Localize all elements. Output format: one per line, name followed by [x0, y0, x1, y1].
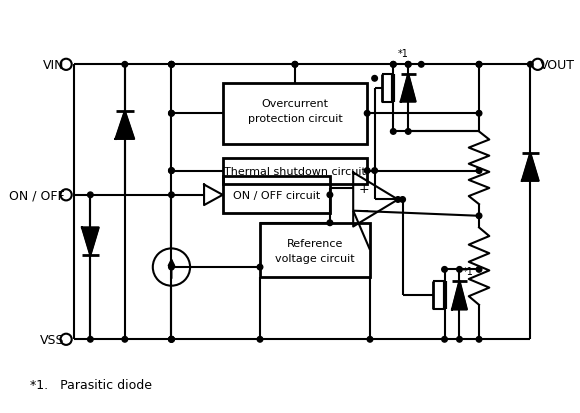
Text: VSS: VSS — [40, 333, 64, 346]
Circle shape — [476, 62, 482, 68]
Text: −: − — [359, 205, 369, 218]
Circle shape — [476, 111, 482, 117]
Circle shape — [122, 62, 128, 68]
Circle shape — [169, 337, 174, 342]
Circle shape — [456, 337, 462, 342]
Circle shape — [169, 169, 174, 174]
Circle shape — [442, 337, 447, 342]
Circle shape — [476, 267, 482, 273]
Text: ON / OFF: ON / OFF — [9, 189, 64, 202]
Text: *1.   Parasitic diode: *1. Parasitic diode — [30, 377, 152, 391]
Circle shape — [292, 62, 298, 68]
Circle shape — [169, 337, 174, 342]
Circle shape — [390, 129, 396, 135]
Circle shape — [364, 169, 370, 174]
Circle shape — [292, 62, 298, 68]
Circle shape — [60, 190, 72, 201]
Circle shape — [405, 62, 411, 68]
Circle shape — [532, 59, 543, 71]
Circle shape — [442, 267, 447, 273]
Text: Thermal shutdown circuit: Thermal shutdown circuit — [224, 166, 366, 176]
Text: protection circuit: protection circuit — [248, 114, 342, 124]
Circle shape — [257, 337, 263, 342]
Bar — [260, 223, 370, 277]
Circle shape — [372, 76, 378, 82]
Polygon shape — [401, 74, 416, 102]
Circle shape — [169, 62, 174, 68]
Circle shape — [476, 214, 482, 219]
Circle shape — [169, 265, 174, 270]
Circle shape — [122, 337, 128, 342]
Text: +: + — [359, 183, 369, 195]
Text: *1: *1 — [398, 49, 409, 59]
Circle shape — [169, 192, 174, 198]
Polygon shape — [82, 228, 99, 256]
Circle shape — [169, 169, 174, 174]
Polygon shape — [522, 154, 539, 181]
Circle shape — [364, 111, 370, 117]
Circle shape — [60, 334, 72, 345]
Circle shape — [476, 337, 482, 342]
Text: ON / OFF circuit: ON / OFF circuit — [233, 190, 320, 200]
Circle shape — [169, 111, 174, 117]
Circle shape — [327, 192, 333, 198]
Circle shape — [476, 62, 482, 68]
Circle shape — [476, 169, 482, 174]
Circle shape — [367, 337, 373, 342]
Text: voltage circuit: voltage circuit — [275, 254, 355, 263]
Circle shape — [456, 267, 462, 273]
Circle shape — [88, 337, 93, 342]
Polygon shape — [115, 112, 134, 140]
Text: Reference: Reference — [287, 239, 343, 249]
Circle shape — [88, 192, 93, 198]
Circle shape — [60, 59, 72, 71]
Text: Overcurrent: Overcurrent — [262, 99, 328, 109]
Circle shape — [169, 111, 174, 117]
Text: VOUT: VOUT — [539, 59, 575, 71]
Bar — [223, 84, 367, 144]
Text: *1: *1 — [463, 267, 474, 277]
Circle shape — [169, 337, 174, 342]
Text: VIN: VIN — [43, 59, 64, 71]
Circle shape — [405, 62, 411, 68]
Circle shape — [527, 62, 533, 68]
Circle shape — [390, 62, 396, 68]
Bar — [223, 177, 330, 214]
Bar — [223, 158, 367, 184]
Circle shape — [418, 62, 424, 68]
Circle shape — [390, 62, 396, 68]
Circle shape — [327, 221, 333, 226]
Circle shape — [169, 62, 174, 68]
Circle shape — [257, 265, 263, 270]
Circle shape — [395, 197, 401, 203]
Circle shape — [372, 169, 378, 174]
Circle shape — [400, 197, 405, 203]
Circle shape — [405, 129, 411, 135]
Polygon shape — [452, 281, 467, 310]
Circle shape — [169, 62, 174, 68]
